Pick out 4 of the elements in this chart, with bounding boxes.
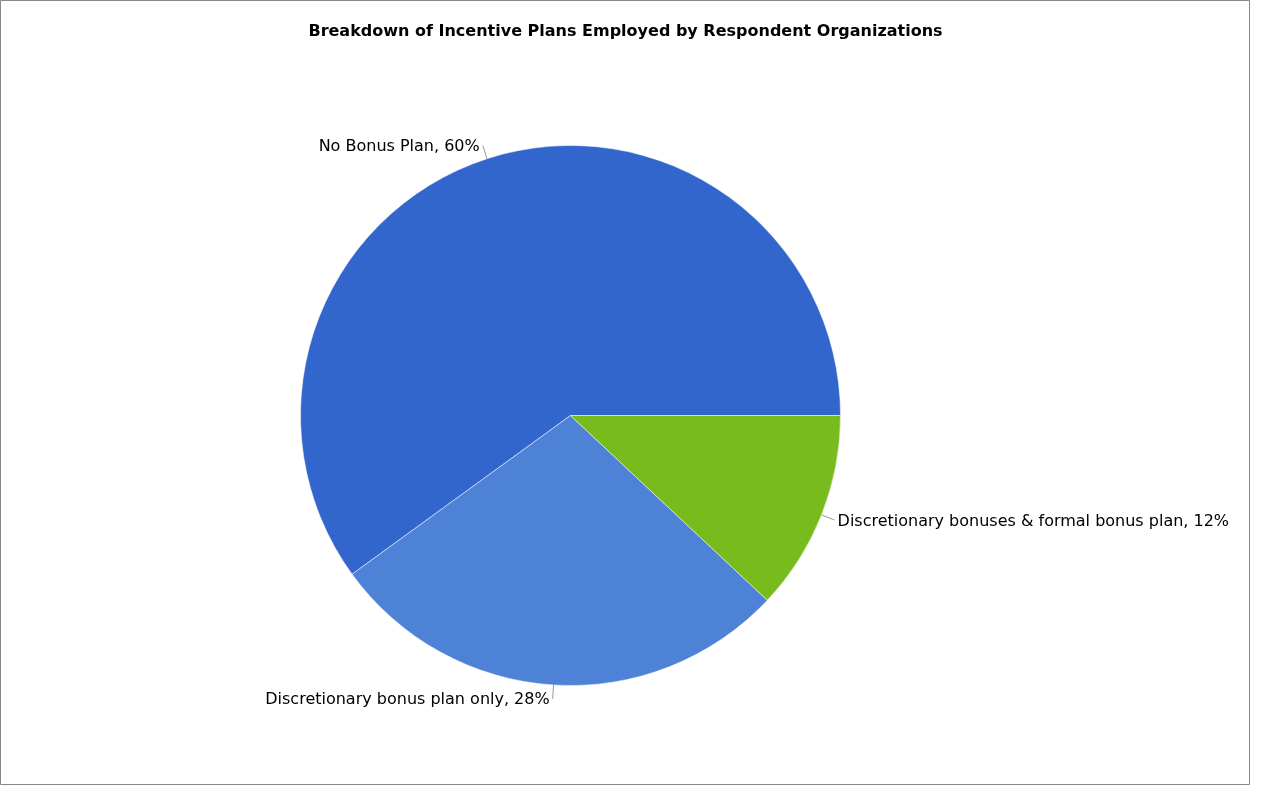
slice-label: Discretionary bonuses & formal bonus plan, 12% — [837, 510, 1230, 530]
slice-label: Discretionary bonus plan only, 28% — [265, 689, 550, 709]
slice-label: No Bonus Plan, 60% — [318, 135, 480, 155]
chart-title: Breakdown of Incentive Plans Employed by Respondent Organizations — [308, 21, 943, 40]
